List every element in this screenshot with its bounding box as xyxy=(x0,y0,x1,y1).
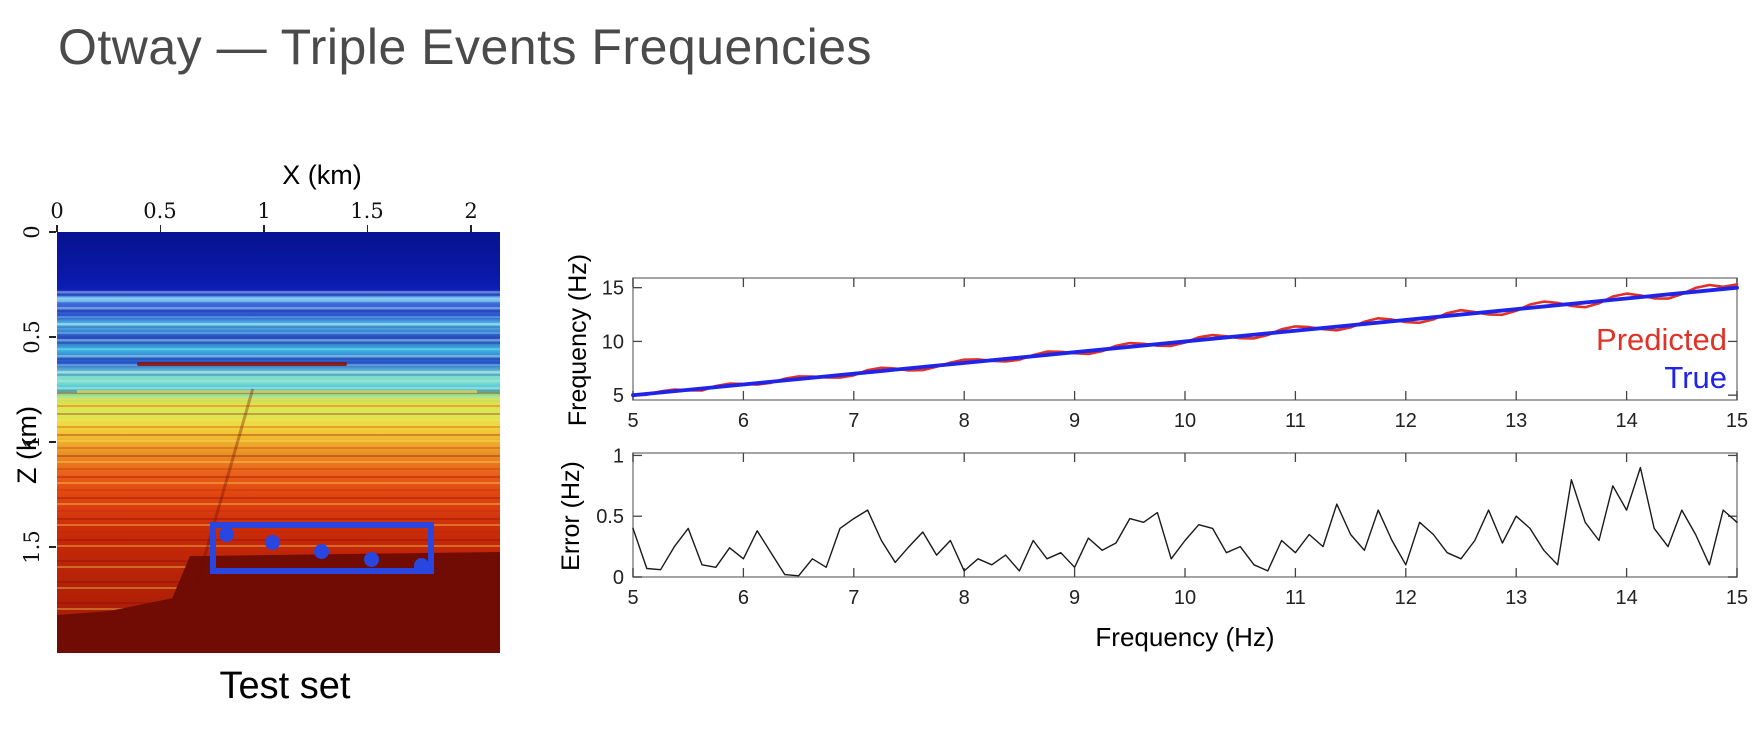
seismic-z-tick-mark xyxy=(49,231,56,233)
x-tick-label: 8 xyxy=(959,587,970,609)
x-tick-label: 7 xyxy=(848,587,859,609)
seismic-strata-cool xyxy=(57,290,500,401)
y-tick-label: 15 xyxy=(602,278,624,300)
true-line xyxy=(631,285,1739,398)
x-tick-label: 15 xyxy=(1726,587,1748,609)
test-set-marker-dot xyxy=(219,526,235,542)
frequency-error-chart: 5 6 7 8 9 10 11 12 13 14 15 0 0.5 1 xyxy=(596,445,1748,609)
x-tick-label: 9 xyxy=(1069,587,1080,609)
seismic-z-tick-mark xyxy=(49,441,56,443)
test-set-marker-dot xyxy=(314,543,330,559)
y-tick-label: 1 xyxy=(613,445,624,467)
test-set-marker-dot xyxy=(413,558,429,574)
frequency-chart-ylabel: Frequency (Hz) xyxy=(564,253,592,427)
y-tick-label: 5 xyxy=(613,385,624,407)
seismic-x-tick: 0 xyxy=(50,199,64,223)
x-tick-label: 6 xyxy=(738,410,749,432)
x-tick-label: 12 xyxy=(1395,587,1417,609)
seismic-x-tick: 1.5 xyxy=(350,199,384,223)
seismic-x-tick-mark xyxy=(263,225,265,232)
error-chart-ylabel: Error (Hz) xyxy=(557,461,585,571)
seismic-x-tick-mark xyxy=(366,225,369,232)
x-tick-label: 14 xyxy=(1615,587,1637,609)
x-tick-label: 8 xyxy=(959,410,970,432)
x-tick-label: 15 xyxy=(1726,410,1748,432)
x-tick-label: 7 xyxy=(848,410,859,432)
x-tick-label: 9 xyxy=(1069,410,1080,432)
x-tick-label: 11 xyxy=(1285,587,1306,609)
seismic-z-tick-mark xyxy=(49,336,56,338)
plot-box xyxy=(632,452,1738,578)
seismic-x-tick-mark xyxy=(159,225,162,232)
legend-true-label: True xyxy=(1664,360,1727,395)
y-tick-label: 0.5 xyxy=(596,506,624,528)
frequency-comparison-chart: 5 6 7 8 9 10 11 12 13 14 15 5 10 15 xyxy=(602,277,1748,432)
legend-predicted-label: Predicted xyxy=(1596,322,1727,357)
y-tick-label: 10 xyxy=(602,331,624,353)
error-chart-xlabel: Frequency (Hz) xyxy=(1095,622,1275,652)
test-set-marker-dot xyxy=(364,552,380,568)
seismic-section-image xyxy=(57,232,500,653)
seismic-x-tick: 1 xyxy=(257,199,271,223)
test-set-highlight-box xyxy=(210,521,434,575)
seismic-x-tick: 0.5 xyxy=(143,199,177,223)
x-tick-label: 11 xyxy=(1285,410,1306,432)
x-tick-label: 10 xyxy=(1174,410,1196,432)
seismic-x-tick-mark xyxy=(470,225,472,232)
seismic-reflector-bright xyxy=(77,390,477,393)
seismic-x-axis-title: X (km) xyxy=(282,160,362,190)
seismic-x-tick-mark xyxy=(56,225,58,232)
test-set-marker-dot xyxy=(264,535,280,551)
seismic-z-tick: 0.5 xyxy=(20,320,44,354)
x-tick-label: 14 xyxy=(1615,410,1637,432)
seismic-x-tick: 2 xyxy=(464,199,478,223)
x-tick-label: 13 xyxy=(1505,587,1527,609)
seismic-z-tick: 1.5 xyxy=(20,530,44,564)
seismic-z-tick: 0 xyxy=(20,225,44,239)
x-tick-label: 5 xyxy=(627,410,638,432)
seismic-z-tick-mark xyxy=(49,546,56,548)
seismic-z-tick: 1 xyxy=(20,435,44,449)
x-tick-label: 5 xyxy=(627,587,638,609)
y-tick-label: 0 xyxy=(613,567,624,589)
error-line xyxy=(632,466,1738,577)
x-tick-label: 12 xyxy=(1395,410,1417,432)
x-tick-label: 13 xyxy=(1505,410,1527,432)
x-tick-label: 10 xyxy=(1174,587,1196,609)
x-tick-label: 6 xyxy=(738,587,749,609)
page-title: Otway — Triple Events Frequencies xyxy=(58,19,873,75)
seismic-caption: Test set xyxy=(219,665,351,707)
seismic-reflector-dark xyxy=(137,362,347,366)
